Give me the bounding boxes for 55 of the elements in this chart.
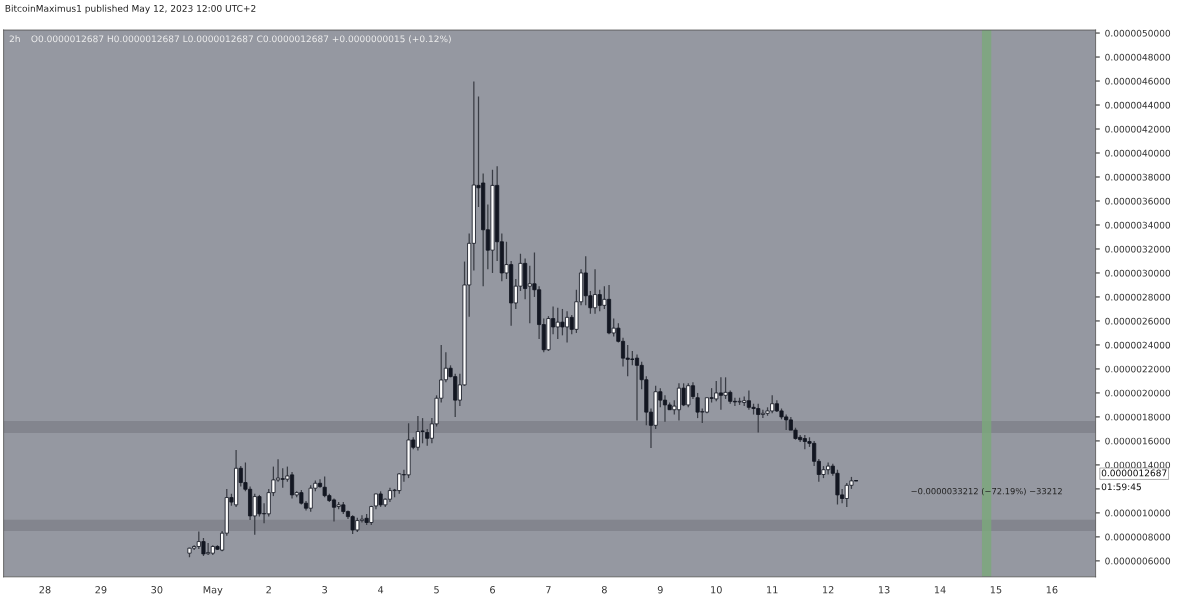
y-tick-label: 0.0000040000 [1105, 149, 1171, 157]
x-tick-label: 14 [934, 586, 946, 594]
y-tick-label: 0.0000014000 [1105, 461, 1171, 469]
y-tick-label: 0.0000044000 [1105, 101, 1171, 109]
candlestick [289, 471, 295, 500]
text: 0.0000012687 [1101, 469, 1167, 477]
x-tick-label: 7 [546, 586, 551, 594]
y-tick-label: 0.0000046000 [1105, 77, 1171, 85]
x-tick-label: 13 [878, 586, 890, 594]
y-tick-label: 0.0000034000 [1105, 221, 1171, 229]
y-tick-label: 0.0000008000 [1105, 533, 1171, 541]
text: 01:59:45 [1101, 483, 1141, 491]
x-tick-label: 29 [95, 586, 107, 594]
y-tick-label: 0.0000006000 [1105, 557, 1171, 565]
x-tick-label: 10 [711, 586, 722, 594]
text: O0.0000012687 H0.0000012687 L0.0000012687 C0.0000012687 +0.0000000015 (+0.12%) [31, 35, 451, 44]
y-tick-label: 0.0000038000 [1105, 173, 1171, 181]
x-tick-label: 8 [601, 586, 607, 594]
x-tick-label: 16 [1046, 586, 1058, 594]
y-tick-label: 0.0000048000 [1105, 53, 1171, 61]
y-tick-label: 0.0000042000 [1105, 125, 1171, 133]
y-tick-label: 0.0000010000 [1105, 509, 1171, 517]
y-tick-label: 0.0000016000 [1105, 437, 1171, 445]
text: BitcoinMaximus1 published May 12, 2023 12:00 UTC+2 [5, 4, 256, 14]
y-tick-label: 0.0000022000 [1105, 365, 1171, 373]
candlestick [662, 394, 668, 423]
y-tick-label: 0.0000050000 [1105, 29, 1171, 37]
annotation: −0.0000033212 (−72.19%) −33212 [911, 487, 1062, 496]
y-tick-label: 0.0000028000 [1105, 293, 1171, 301]
x-tick-label: 11 [767, 586, 778, 594]
y-tick-label: 0.0000024000 [1105, 341, 1171, 349]
candlestick [331, 497, 337, 523]
x-tick-label: 30 [151, 586, 163, 594]
y-tick-label: 0.0000032000 [1105, 245, 1171, 253]
x-tick-label: 28 [39, 586, 51, 594]
x-tick-label: May [203, 586, 223, 596]
x-tick-label: 4 [378, 586, 384, 594]
candlestick [835, 469, 840, 506]
candlestick [676, 382, 682, 422]
x-tick-label: 15 [990, 586, 1002, 594]
x-tick-label: 2 [266, 586, 271, 594]
y-tick-label: 0.0000030000 [1105, 269, 1171, 277]
y-tick-label: 0.0000018000 [1105, 413, 1171, 421]
candlestick [415, 415, 420, 452]
chart-title: 2h [9, 35, 20, 43]
x-tick-label: 3 [322, 586, 327, 594]
x-tick-label: 9 [657, 586, 663, 594]
x-tick-label: 12 [823, 586, 834, 594]
candlestick [420, 417, 425, 444]
x-tick-label: 6 [490, 586, 495, 594]
y-tick-label: 0.0000026000 [1105, 317, 1171, 325]
candlestick [634, 353, 640, 422]
y-tick-label: 0.0000020000 [1105, 389, 1171, 397]
x-tick-label: 5 [434, 586, 439, 594]
y-tick-label: 0.0000036000 [1105, 197, 1171, 205]
